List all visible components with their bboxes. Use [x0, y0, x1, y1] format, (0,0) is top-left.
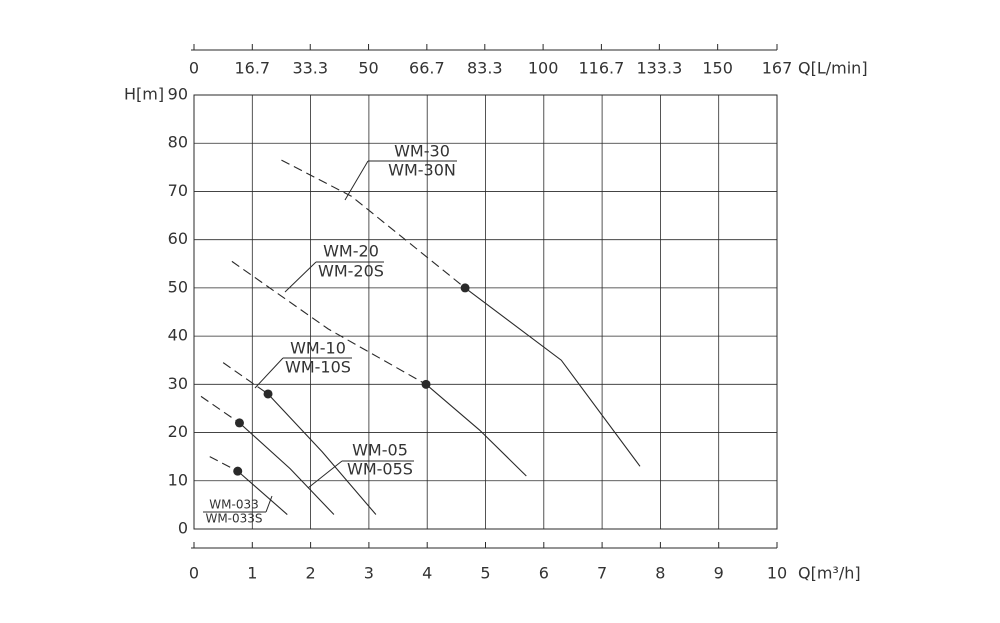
label-leader: [344, 160, 369, 201]
x2-tick-label: 0: [189, 59, 199, 78]
label-leader: [254, 357, 284, 389]
x-tick-label: 4: [422, 564, 432, 583]
operating-point: [234, 418, 244, 428]
x2-tick-label: 50: [358, 59, 378, 78]
x-tick-label: 2: [306, 564, 316, 583]
label-leader: [265, 495, 273, 513]
curve-dashed: [231, 260, 427, 385]
curve-dashed: [209, 456, 238, 472]
x2-tick-label: 66.7: [409, 59, 445, 78]
x-tick-label: 7: [597, 564, 607, 583]
operating-point: [421, 379, 431, 389]
curve-label: WM-30: [394, 142, 450, 161]
curve-dashed: [222, 362, 269, 395]
curve-label-alt: WM-30N: [388, 161, 456, 180]
y-tick-label: 20: [168, 422, 188, 441]
label-leader: [307, 460, 343, 489]
label-leader: [284, 261, 317, 293]
curve-solid: [239, 422, 335, 515]
x-tick-label: 8: [655, 564, 665, 583]
curve-solid: [237, 470, 288, 515]
curve-label-alt: WM-10S: [285, 358, 351, 377]
y-tick-label: 50: [168, 277, 188, 296]
y-tick-label: 10: [168, 470, 188, 489]
x2-tick-label: 167: [762, 59, 793, 78]
y-tick-label: 30: [168, 374, 188, 393]
curve-label: WM-033: [209, 498, 258, 512]
curve-label: WM-10: [290, 339, 346, 358]
curve-solid: [425, 383, 527, 477]
x2-tick-label: 16.7: [234, 59, 270, 78]
x-tick-label: 5: [480, 564, 490, 583]
operating-point: [233, 466, 243, 476]
x-axis-label: Q[m³/h]: [798, 564, 861, 583]
x-tick-label: 1: [247, 564, 257, 583]
x2-tick-label: 33.3: [292, 59, 328, 78]
x2-tick-label: 83.3: [467, 59, 503, 78]
x2-axis-label: Q[L/min]: [798, 59, 868, 78]
operating-point: [263, 389, 273, 399]
curve-dashed: [281, 159, 466, 289]
x2-tick-label: 133.3: [636, 59, 682, 78]
x2-tick-label: 116.7: [578, 59, 624, 78]
x-tick-label: 6: [539, 564, 549, 583]
x2-tick-label: 150: [702, 59, 733, 78]
x-tick-label: 9: [714, 564, 724, 583]
curve-label: WM-20: [323, 242, 379, 261]
x-tick-label: 0: [189, 564, 199, 583]
y-tick-label: 70: [168, 181, 188, 200]
curve-dashed: [200, 395, 240, 424]
curve-label-alt: WM-033S: [205, 512, 262, 526]
y-axis-label: H[m]: [124, 85, 164, 104]
curve-solid: [464, 287, 641, 467]
y-tick-label: 60: [168, 229, 188, 248]
curve-label-alt: WM-05S: [347, 460, 413, 479]
curve-label: WM-05: [352, 441, 408, 460]
curve-solid: [267, 393, 377, 515]
x-tick-label: 3: [364, 564, 374, 583]
y-tick-label: 80: [168, 133, 188, 152]
y-tick-label: 0: [178, 519, 188, 538]
x-tick-label: 10: [767, 564, 787, 583]
x2-tick-label: 100: [528, 59, 559, 78]
curve-label-alt: WM-20S: [318, 262, 384, 281]
y-tick-label: 90: [168, 85, 188, 104]
operating-point: [460, 283, 470, 293]
y-tick-label: 40: [168, 326, 188, 345]
